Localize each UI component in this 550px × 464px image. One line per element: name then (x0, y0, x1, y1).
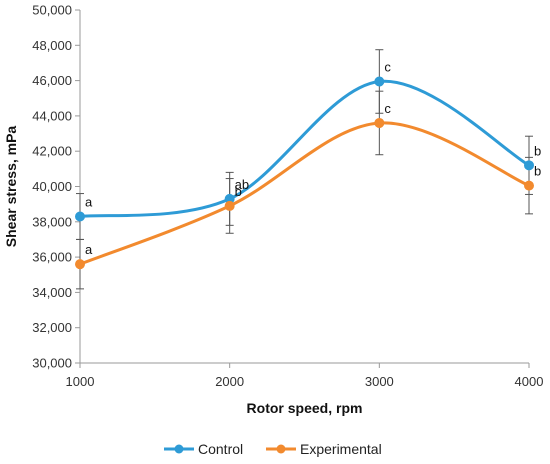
y-tick-label: 42,000 (32, 144, 72, 159)
data-point (75, 211, 85, 222)
y-tick-label: 32,000 (32, 320, 72, 335)
x-tick-label: 4000 (515, 374, 544, 389)
axes (79, 10, 529, 364)
y-tick-label: 38,000 (32, 214, 72, 229)
legend-label: Control (198, 441, 243, 457)
y-tick-label: 48,000 (32, 38, 72, 53)
x-axis-title: Rotor speed, rpm (247, 400, 363, 416)
y-tick-label: 44,000 (32, 108, 72, 123)
legend: Control Experimental (164, 441, 382, 457)
y-tick-label: 30,000 (32, 356, 72, 371)
data-point (75, 259, 85, 270)
data-point (524, 160, 534, 171)
y-tick-label: 50,000 (32, 3, 72, 18)
y-axis-title: Shear stress, mPa (3, 126, 19, 248)
data-point (374, 76, 385, 87)
y-tick-label: 46,000 (32, 73, 72, 88)
data-label: ab (235, 177, 249, 192)
data-point (374, 117, 385, 128)
x-tick-label: 2000 (215, 374, 244, 389)
x-tick-labels: 1000 2000 3000 4000 (66, 363, 544, 389)
x-tick-label: 3000 (365, 374, 394, 389)
data-label: b (534, 143, 541, 158)
series-line-1 (79, 121, 530, 266)
data-label: b (534, 164, 541, 179)
series-line-0 (79, 79, 530, 218)
legend-item: Experimental (266, 441, 382, 457)
legend-swatch-marker (174, 444, 184, 454)
legend-label: Experimental (300, 441, 382, 457)
data-point (224, 200, 235, 211)
data-label: c (384, 101, 391, 116)
legend-swatch-marker (276, 444, 286, 454)
data-point (524, 180, 534, 191)
legend-item: Control (164, 441, 243, 457)
data-label: b (235, 184, 242, 199)
y-tick-label: 36,000 (32, 250, 72, 265)
y-tick-label: 40,000 (32, 179, 72, 194)
data-label: a (85, 195, 93, 210)
y-tick-labels: 30,000 32,000 34,000 36,000 38,000 40,000 42,0… (32, 3, 80, 371)
data-label: c (384, 59, 391, 74)
x-tick-label: 1000 (66, 374, 95, 389)
y-tick-label: 34,000 (32, 285, 72, 300)
data-label: a (85, 242, 93, 257)
